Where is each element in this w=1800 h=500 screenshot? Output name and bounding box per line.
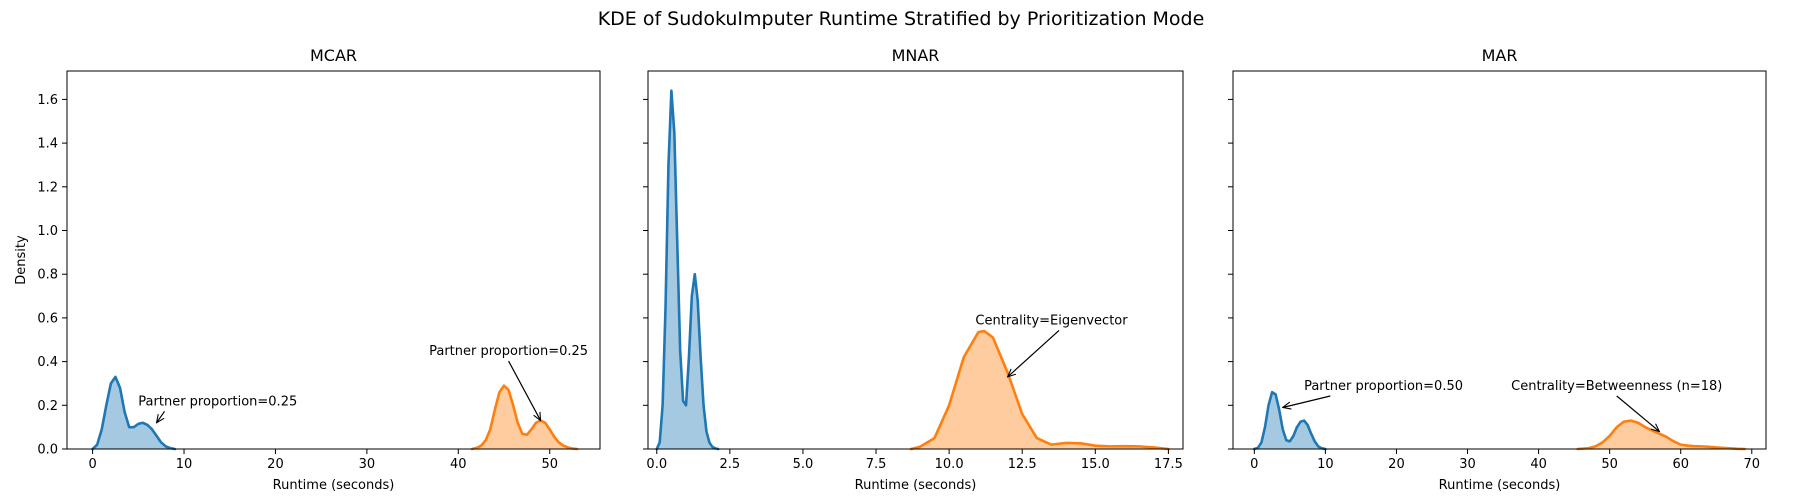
x-axis-label: Runtime (seconds) — [855, 478, 977, 493]
x-tick-label: 30 — [1459, 457, 1476, 472]
annotation-label: Partner proportion=0.25 — [429, 344, 588, 359]
x-tick-label: 0 — [1250, 457, 1258, 472]
x-tick-label: 15.0 — [1081, 457, 1110, 472]
kde-area-series-1 — [1254, 392, 1326, 449]
x-tick-label: 40 — [1530, 457, 1547, 472]
figure-title: KDE of SudokuImputer Runtime Stratified … — [598, 8, 1205, 30]
x-tick-label: 20 — [267, 457, 284, 472]
panel-title: MNAR — [892, 46, 940, 65]
panels: MCAR 0 10 20 30 40 50 Runtime (seconds) 0.0 0.2 0.… — [14, 46, 1767, 493]
x-tick-label: 50 — [1601, 457, 1618, 472]
panel-mar: MAR 0 10 20 30 40 50 60 70 Runtime (seconds) Partn… — [1228, 46, 1767, 493]
x-tick-label: 10 — [1317, 457, 1334, 472]
annotation-label: Centrality=Eigenvector — [975, 313, 1128, 328]
x-tick-label: 10.0 — [935, 457, 964, 472]
annotation-label: Partner proportion=0.50 — [1304, 379, 1463, 394]
x-tick-label: 50 — [541, 457, 558, 472]
kde-area-series-2 — [911, 331, 1169, 449]
kde-line-series-2 — [470, 384, 579, 451]
y-tick-label: 1.2 — [37, 180, 58, 195]
x-tick-label: 60 — [1672, 457, 1689, 472]
x-tick-label: 30 — [359, 457, 376, 472]
x-tick-label: 10 — [176, 457, 193, 472]
kde-area-series-1 — [656, 90, 719, 449]
panel-title: MAR — [1482, 46, 1518, 65]
x-tick-label: 7.5 — [866, 457, 887, 472]
kde-area-series-1 — [92, 376, 175, 449]
x-tick-label: 17.5 — [1154, 457, 1183, 472]
x-tick-label: 2.5 — [720, 457, 741, 472]
annotation-label: Partner proportion=0.25 — [138, 394, 297, 409]
annotation-arrow — [1283, 395, 1331, 407]
kde-area-series-2 — [472, 385, 578, 449]
panel-title: MCAR — [310, 46, 357, 65]
y-tick-label: 1.4 — [37, 137, 58, 152]
kde-line-series-1 — [91, 375, 177, 451]
x-tick-label: 12.5 — [1008, 457, 1037, 472]
y-tick-label: 0.6 — [37, 311, 58, 326]
panel-mnar: MNAR 0.0 2.5 5.0 7.5 10.0 12.5 15.0 17.5 Runtime … — [643, 46, 1184, 493]
y-tick-label: 0.0 — [37, 443, 58, 458]
annotation-arrow — [1008, 330, 1060, 376]
axes-frame — [66, 70, 601, 450]
kde-line-series-2 — [1576, 419, 1746, 451]
kde-line-series-1 — [655, 89, 720, 451]
axes-frame — [1232, 70, 1767, 450]
x-tick-label: 0 — [88, 457, 96, 472]
x-tick-label: 5.0 — [793, 457, 814, 472]
annotation-arrow — [1616, 395, 1660, 432]
y-tick-label: 0.4 — [37, 355, 58, 370]
y-axis-label: Density — [14, 235, 29, 285]
y-tick-label: 0.8 — [37, 268, 58, 283]
annotation-arrow — [157, 410, 166, 422]
panel-mcar: MCAR 0 10 20 30 40 50 Runtime (seconds) 0.0 0.2 0.… — [14, 46, 601, 493]
axes-frame — [647, 70, 1184, 450]
x-axis-label: Runtime (seconds) — [273, 478, 395, 493]
kde-line-series-2 — [909, 329, 1170, 451]
x-tick-label: 0.0 — [646, 457, 667, 472]
y-tick-label: 1.0 — [37, 224, 58, 239]
y-tick-label: 1.6 — [37, 93, 58, 108]
x-axis-label: Runtime (seconds) — [1439, 478, 1561, 493]
annotation-label: Centrality=Betweenness (n=18) — [1511, 379, 1722, 394]
x-tick-label: 20 — [1388, 457, 1405, 472]
kde-line-series-1 — [1253, 390, 1327, 451]
annotation-arrow — [508, 360, 541, 421]
x-tick-label: 40 — [450, 457, 467, 472]
x-tick-label: 70 — [1744, 457, 1761, 472]
y-tick-label: 0.2 — [37, 399, 58, 414]
